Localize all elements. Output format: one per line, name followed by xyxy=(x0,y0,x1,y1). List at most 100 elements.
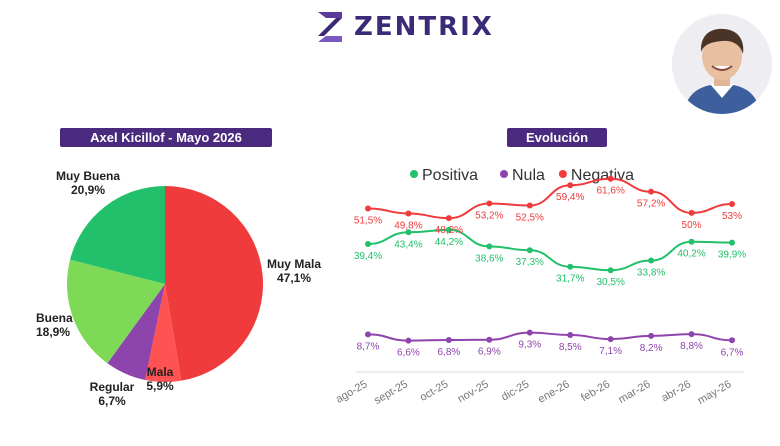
data-point-nula xyxy=(526,329,533,336)
data-label-positiva: 37,3% xyxy=(516,257,544,268)
data-label-nula: 6,8% xyxy=(437,347,460,358)
data-label-negativa: 48,2% xyxy=(435,225,463,236)
data-point-negativa xyxy=(688,209,695,216)
data-label-positiva: 39,4% xyxy=(354,251,382,262)
pie-value-buena: 18,9% xyxy=(36,325,70,339)
data-label-negativa: 59,4% xyxy=(556,192,584,203)
data-label-positiva: 33,8% xyxy=(637,268,665,279)
x-tick-label: nov-25 xyxy=(456,378,491,405)
data-label-negativa: 53,2% xyxy=(475,210,503,221)
data-label-negativa: 49,8% xyxy=(394,220,422,231)
pie-slice-regular xyxy=(107,284,165,380)
pie-label-muy-buena: Muy Buena xyxy=(56,169,120,183)
pie-label-mala: Mala xyxy=(147,365,174,379)
data-point-positiva xyxy=(365,241,371,248)
pie-value-regular: 6,7% xyxy=(98,394,126,408)
avatar xyxy=(672,14,772,114)
legend-marker-nula xyxy=(500,170,508,178)
data-label-nula: 6,6% xyxy=(397,348,420,359)
data-point-positiva xyxy=(405,229,412,236)
pie-slice-muy-mala xyxy=(165,186,263,381)
brand-name: ZENTRIX xyxy=(354,12,494,42)
x-tick-label: oct-25 xyxy=(418,378,450,404)
data-label-positiva: 44,2% xyxy=(435,237,463,248)
series-line-nula xyxy=(367,331,733,342)
data-point-nula xyxy=(405,337,412,344)
data-point-nula xyxy=(729,337,735,344)
data-label-nula: 8,5% xyxy=(559,342,582,353)
pie-value-mala: 5,9% xyxy=(146,379,174,393)
data-point-negativa xyxy=(607,175,614,182)
data-label-negativa: 50% xyxy=(682,220,702,231)
series-line-positiva xyxy=(367,228,733,272)
x-tick-label: ago-25 xyxy=(334,378,370,406)
data-point-nula xyxy=(607,336,614,343)
legend-label-positiva: Positiva xyxy=(422,167,478,184)
data-label-positiva: 31,7% xyxy=(556,274,584,285)
data-point-nula xyxy=(567,331,574,338)
pie-label-regular: Regular xyxy=(90,380,135,394)
data-label-positiva: 43,4% xyxy=(394,239,422,250)
data-point-positiva xyxy=(567,263,574,270)
pie-label-buena: Buena xyxy=(36,311,73,325)
data-point-negativa xyxy=(648,188,655,195)
data-point-positiva xyxy=(607,267,614,274)
data-point-positiva xyxy=(688,238,695,245)
legend-marker-positiva xyxy=(410,170,418,178)
data-label-nula: 8,7% xyxy=(357,341,380,352)
data-label-positiva: 40,2% xyxy=(677,249,705,260)
data-label-nula: 8,2% xyxy=(640,343,663,354)
person-photo-icon xyxy=(672,14,772,114)
pie-chart-title: Axel Kicillof - Mayo 2026 xyxy=(60,128,272,147)
x-tick-label: feb-26 xyxy=(579,378,612,404)
data-point-positiva xyxy=(526,247,533,254)
data-point-negativa xyxy=(445,215,452,222)
brand-logo: ZENTRIX xyxy=(314,8,494,46)
x-tick-label: abr-26 xyxy=(660,378,694,404)
data-label-nula: 6,7% xyxy=(721,347,744,358)
data-point-positiva xyxy=(486,243,493,250)
pie-value-muy-buena: 20,9% xyxy=(71,183,105,197)
data-label-positiva: 30,5% xyxy=(596,277,624,288)
data-point-positiva xyxy=(648,257,655,264)
data-label-positiva: 39,9% xyxy=(718,250,746,261)
x-tick-label: dic-25 xyxy=(499,378,531,403)
pie-slice-mala xyxy=(145,284,182,382)
x-tick-label: may-26 xyxy=(696,378,734,407)
pie-slice-buena xyxy=(67,259,165,364)
data-label-positiva: 38,6% xyxy=(475,253,503,264)
data-point-negativa xyxy=(486,200,493,207)
data-point-negativa xyxy=(405,210,412,217)
data-label-negativa: 53% xyxy=(722,211,742,222)
data-point-negativa xyxy=(526,202,533,209)
data-label-negativa: 52,5% xyxy=(516,213,544,224)
data-point-negativa xyxy=(729,201,735,208)
data-point-negativa xyxy=(567,182,574,189)
pie-value-muy-mala: 47,1% xyxy=(277,271,311,285)
x-tick-label: sept-25 xyxy=(372,378,410,407)
data-point-nula xyxy=(688,331,695,338)
data-label-nula: 6,9% xyxy=(478,347,501,358)
data-point-nula xyxy=(445,336,452,343)
data-label-nula: 7,1% xyxy=(599,346,622,357)
zentrix-logo-icon xyxy=(318,12,342,42)
pie-label-muy-mala: Muy Mala xyxy=(267,257,321,271)
data-point-positiva xyxy=(445,226,452,233)
data-point-nula xyxy=(648,332,655,339)
data-label-negativa: 51,5% xyxy=(354,215,382,226)
series-line-negativa xyxy=(367,177,733,220)
data-point-nula xyxy=(365,331,371,338)
x-tick-label: mar-26 xyxy=(616,378,652,406)
legend-label-nula: Nula xyxy=(512,167,545,184)
data-label-negativa: 57,2% xyxy=(637,199,665,210)
x-tick-label: ene-26 xyxy=(536,378,572,406)
data-point-positiva xyxy=(729,239,735,246)
line-chart-title: Evolución xyxy=(507,128,607,147)
pie-slice-muy-buena xyxy=(70,186,165,284)
data-point-nula xyxy=(486,336,493,343)
legend-marker-negativa xyxy=(558,170,567,178)
data-label-nula: 9,3% xyxy=(518,340,541,351)
data-point-negativa xyxy=(365,205,371,212)
